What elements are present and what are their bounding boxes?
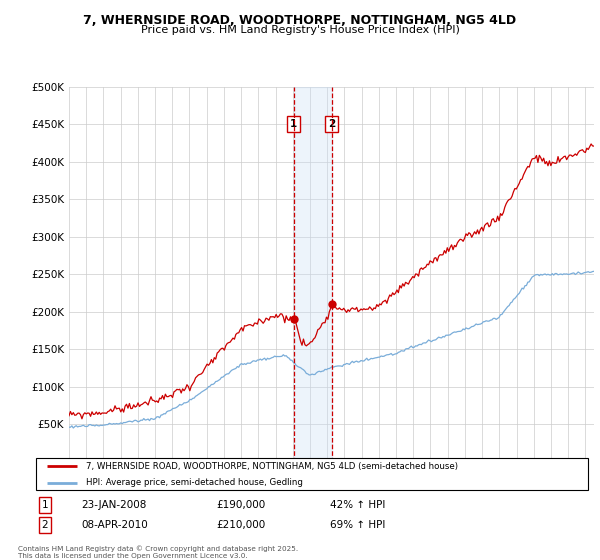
Text: 69% ↑ HPI: 69% ↑ HPI [330,520,385,530]
Bar [294,87,332,462]
Text: Contains HM Land Registry data © Crown copyright and database right 2025.
This d: Contains HM Land Registry data © Crown c… [18,545,298,559]
Text: 7, WHERNSIDE ROAD, WOODTHORPE, NOTTINGHAM, NG5 4LD: 7, WHERNSIDE ROAD, WOODTHORPE, NOTTINGHA… [83,14,517,27]
Text: 08-APR-2010: 08-APR-2010 [81,520,148,530]
Text: 23-JAN-2008: 23-JAN-2008 [81,500,146,510]
FancyBboxPatch shape [36,458,588,490]
Text: 2: 2 [41,520,49,530]
Text: £190,000: £190,000 [216,500,265,510]
Text: 1: 1 [41,500,49,510]
Text: 2: 2 [328,119,335,129]
Text: Price paid vs. HM Land Registry's House Price Index (HPI): Price paid vs. HM Land Registry's House … [140,25,460,35]
Text: 42% ↑ HPI: 42% ↑ HPI [330,500,385,510]
Text: HPI: Average price, semi-detached house, Gedling: HPI: Average price, semi-detached house,… [86,478,302,487]
Text: 7, WHERNSIDE ROAD, WOODTHORPE, NOTTINGHAM, NG5 4LD (semi-detached house): 7, WHERNSIDE ROAD, WOODTHORPE, NOTTINGHA… [86,462,458,471]
Text: £210,000: £210,000 [216,520,265,530]
Text: 1: 1 [290,119,298,129]
